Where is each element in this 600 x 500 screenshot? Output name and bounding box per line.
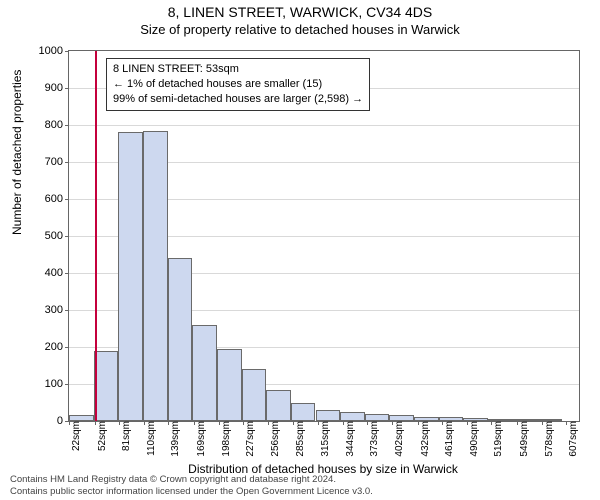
xtick: 315sqm — [316, 421, 331, 457]
footer-attribution: Contains HM Land Registry data © Crown c… — [10, 474, 373, 498]
histogram-bar — [291, 403, 316, 422]
xtick: 139sqm — [166, 421, 181, 457]
histogram-bar — [242, 369, 267, 421]
histogram-bar — [316, 410, 341, 421]
xtick: 344sqm — [341, 421, 356, 457]
xtick: 52sqm — [93, 421, 108, 451]
xtick: 461sqm — [440, 421, 455, 457]
xtick: 81sqm — [117, 421, 132, 451]
histogram-bar — [266, 390, 291, 421]
histogram-plot: 0100200300400500600700800900100022sqm52s… — [68, 50, 578, 420]
xtick: 373sqm — [365, 421, 380, 457]
chart-title-desc: Size of property relative to detached ho… — [0, 22, 600, 37]
histogram-bar — [143, 131, 168, 421]
xtick: 198sqm — [217, 421, 232, 457]
chart-title-address: 8, LINEN STREET, WARWICK, CV34 4DS — [0, 0, 600, 20]
xtick: 490sqm — [465, 421, 480, 457]
xtick: 169sqm — [192, 421, 207, 457]
legend-line3: 99% of semi-detached houses are larger (… — [113, 92, 363, 107]
histogram-bar — [168, 258, 193, 421]
xtick: 432sqm — [416, 421, 431, 457]
histogram-bar — [192, 325, 217, 421]
legend-line1: 8 LINEN STREET: 53sqm — [113, 62, 363, 77]
xtick: 607sqm — [564, 421, 579, 457]
legend-line2: ← 1% of detached houses are smaller (15) — [113, 77, 363, 92]
histogram-bar — [365, 414, 390, 421]
histogram-bar — [217, 349, 242, 421]
property-marker-line — [95, 51, 97, 421]
xtick: 519sqm — [489, 421, 504, 457]
histogram-bar — [340, 412, 365, 421]
xtick: 549sqm — [515, 421, 530, 457]
xtick: 227sqm — [241, 421, 256, 457]
xtick: 402sqm — [390, 421, 405, 457]
histogram-bar — [118, 132, 143, 421]
xtick: 256sqm — [266, 421, 281, 457]
xtick: 22sqm — [67, 421, 82, 451]
y-axis-label: Number of detached properties — [10, 70, 24, 235]
xtick: 285sqm — [291, 421, 306, 457]
xtick: 578sqm — [540, 421, 555, 457]
xtick: 110sqm — [142, 421, 157, 456]
legend-box: 8 LINEN STREET: 53sqm ← 1% of detached h… — [106, 58, 370, 111]
